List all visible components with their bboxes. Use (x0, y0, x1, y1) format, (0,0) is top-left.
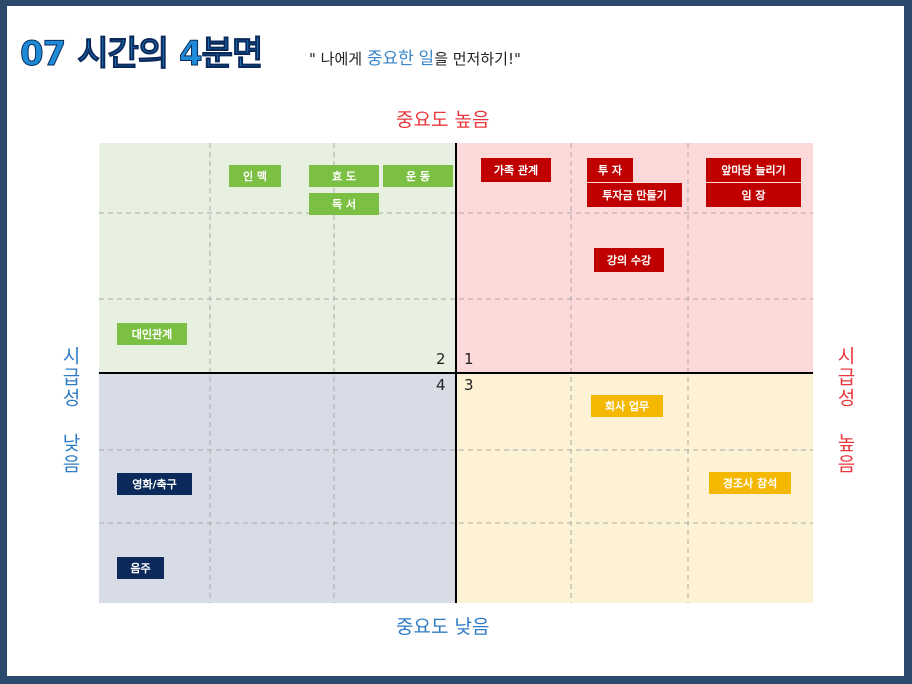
subtitle-highlight: 일 (418, 49, 435, 69)
title: 시간의 4분면 (77, 34, 264, 75)
axis-bottom-label: 중요도 낮음 (396, 616, 490, 638)
tag: 인 맥 (229, 165, 281, 187)
axis-top-label: 중요도 높음 (396, 109, 490, 131)
tag: 영화/축구 (117, 473, 192, 495)
tag: 효 도 (309, 165, 379, 187)
slide: 07 시간의 4분면 " 나에게 중요한 일을 먼저하기!" 중요도 높음 중요도… (7, 6, 904, 676)
tag: 대인관계 (117, 323, 187, 345)
tag: 음주 (117, 557, 164, 579)
tag: 투자금 만들기 (587, 183, 682, 207)
tag: 강의 수강 (594, 248, 664, 272)
subtitle-part: 을 먼저하기!" (434, 50, 521, 68)
quadrant-number: 1 (464, 350, 474, 368)
subtitle-part: " 나에게 (309, 50, 367, 68)
quadrant-number: 3 (464, 376, 474, 394)
tag: 임 장 (706, 183, 801, 207)
tag: 운 동 (383, 165, 453, 187)
subtitle-highlight: 중요한 (366, 49, 414, 69)
tag: 가족 관계 (481, 158, 551, 182)
quadrant-number: 2 (436, 350, 446, 368)
tag: 독 서 (309, 193, 379, 215)
tag: 앞마당 늘리기 (706, 158, 801, 182)
section-number: 07 (19, 34, 66, 75)
subtitle: " 나에게 중요한 일을 먼저하기!" (309, 44, 521, 69)
tag: 경조사 참석 (709, 472, 791, 494)
header-title: 07 시간의 4분면 (19, 26, 274, 75)
tag: 투 자 (587, 158, 633, 182)
axis-right-label: 시급성 높음 (834, 346, 856, 475)
quadrant-number: 4 (436, 376, 446, 394)
axis-left-label: 시급성 낮음 (59, 346, 81, 475)
tag: 회사 업무 (591, 395, 663, 417)
